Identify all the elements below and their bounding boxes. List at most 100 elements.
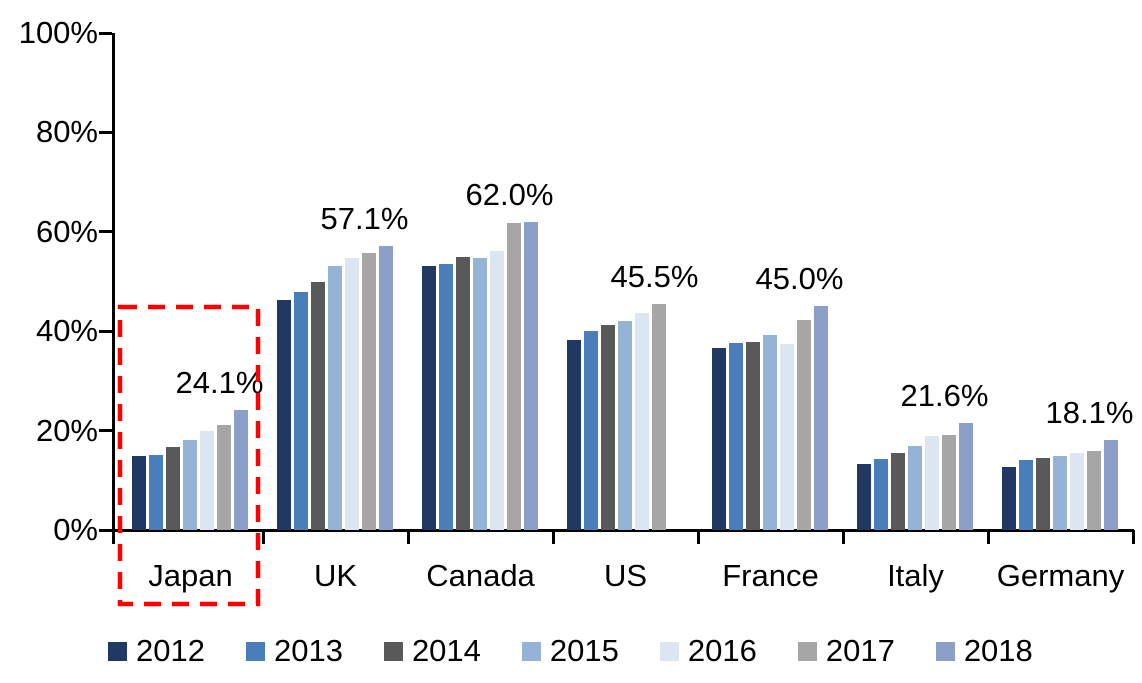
x-label-germany: Germany xyxy=(996,558,1125,593)
bar-germany-2018 xyxy=(1103,440,1118,530)
x-label-japan: Japan xyxy=(148,558,233,593)
x-label-france: France xyxy=(722,558,819,593)
bar-france-2013 xyxy=(728,342,743,530)
legend-swatch-2016 xyxy=(659,641,679,661)
bar-uk-2012 xyxy=(276,299,291,530)
bar-france-2012 xyxy=(711,348,726,530)
y-tick-mark xyxy=(99,130,112,134)
legend-label: 2017 xyxy=(825,633,895,668)
bar-japan-2016 xyxy=(199,430,214,530)
legend-swatch-2017 xyxy=(797,641,817,661)
x-tick-mark xyxy=(841,530,845,544)
y-tick-mark xyxy=(99,31,112,35)
y-tick-mark xyxy=(99,230,112,234)
bar-us-2014 xyxy=(600,325,615,530)
y-tick-mark xyxy=(99,528,112,532)
bar-france-2015 xyxy=(762,335,777,530)
legend-item-2018: 2018 xyxy=(935,633,1033,668)
bar-canada-2014 xyxy=(455,256,470,530)
y-tick-label: 80% xyxy=(35,114,98,150)
bar-japan-2015 xyxy=(182,440,197,530)
legend-item-2017: 2017 xyxy=(797,633,895,668)
legend-label: 2018 xyxy=(963,633,1033,668)
bar-uk-2016 xyxy=(344,257,359,530)
data-label: 18.1% xyxy=(1045,395,1134,431)
bar-us-2013 xyxy=(583,330,598,530)
bar-canada-2012 xyxy=(421,266,436,530)
bar-canada-2017 xyxy=(506,223,521,530)
bar-italy-2017 xyxy=(941,434,956,530)
legend-label: 2016 xyxy=(687,633,757,668)
bar-germany-2017 xyxy=(1086,450,1101,530)
bar-uk-2017 xyxy=(361,252,376,530)
x-tick-mark xyxy=(696,530,700,544)
legend-swatch-2012 xyxy=(108,641,127,661)
y-tick-label: 40% xyxy=(35,313,98,349)
bar-italy-2016 xyxy=(924,435,939,530)
legend-item-2012: 2012 xyxy=(108,634,205,668)
bar-us-2012 xyxy=(566,340,581,530)
legend-label: 2013 xyxy=(273,633,343,668)
x-label-uk: UK xyxy=(313,558,358,593)
bar-italy-2013 xyxy=(873,459,888,530)
bar-italy-2015 xyxy=(907,446,922,530)
data-label: 24.1% xyxy=(175,365,264,401)
y-tick-label: 100% xyxy=(18,15,98,50)
x-tick-mark xyxy=(261,530,265,544)
x-label-italy: Italy xyxy=(887,558,944,593)
bar-us-2017 xyxy=(651,303,666,530)
legend-label: 2012 xyxy=(136,633,205,668)
x-label-us: US xyxy=(603,558,648,593)
bar-germany-2015 xyxy=(1052,456,1067,530)
y-axis-line xyxy=(112,33,115,544)
y-tick-label: 20% xyxy=(35,412,98,448)
y-tick-mark xyxy=(99,429,112,433)
data-label: 21.6% xyxy=(900,377,989,413)
legend-swatch-2014 xyxy=(383,641,403,661)
bar-germany-2013 xyxy=(1018,459,1033,530)
data-label: 45.5% xyxy=(610,258,699,294)
legend-item-2014: 2014 xyxy=(383,633,481,668)
legend-item-2013: 2013 xyxy=(245,633,343,668)
legend-item-2016: 2016 xyxy=(659,633,757,668)
legend-label: 2015 xyxy=(549,633,619,668)
bar-uk-2015 xyxy=(327,265,342,530)
legend-item-2015: 2015 xyxy=(521,633,619,668)
bar-japan-2018 xyxy=(233,410,248,530)
bar-canada-2015 xyxy=(472,258,487,530)
bar-canada-2018 xyxy=(523,221,538,530)
x-axis-line xyxy=(112,528,1134,532)
bar-france-2016 xyxy=(779,344,794,530)
y-tick-mark xyxy=(99,329,112,333)
bar-japan-2012 xyxy=(131,456,146,530)
legend: 2012 2013 2014 2015 2016 2017 2018 xyxy=(108,634,1033,668)
bar-japan-2014 xyxy=(165,446,180,530)
bar-italy-2012 xyxy=(856,463,871,530)
legend-label: 2014 xyxy=(411,633,481,668)
bar-us-2015 xyxy=(617,320,632,530)
x-tick-mark xyxy=(551,530,555,544)
bar-canada-2016 xyxy=(489,250,504,530)
x-tick-mark xyxy=(1131,530,1135,544)
bar-italy-2014 xyxy=(890,453,905,530)
bar-france-2017 xyxy=(796,319,811,530)
bar-japan-2013 xyxy=(148,455,163,530)
bar-germany-2016 xyxy=(1069,453,1084,530)
bar-italy-2018 xyxy=(958,422,973,530)
bar-japan-2017 xyxy=(216,425,231,530)
data-label: 57.1% xyxy=(320,201,409,237)
bar-germany-2014 xyxy=(1035,458,1050,530)
legend-swatch-2015 xyxy=(521,641,541,661)
bar-uk-2018 xyxy=(378,246,393,530)
x-tick-mark xyxy=(986,530,990,544)
x-tick-mark xyxy=(406,530,410,544)
bar-germany-2012 xyxy=(1001,467,1016,530)
y-tick-label: 60% xyxy=(35,213,98,249)
bar-france-2018 xyxy=(813,306,828,530)
bar-uk-2013 xyxy=(293,292,308,530)
data-label: 45.0% xyxy=(755,261,844,297)
bar-us-2016 xyxy=(634,313,649,530)
legend-swatch-2013 xyxy=(245,641,265,661)
data-label: 62.0% xyxy=(465,176,554,212)
